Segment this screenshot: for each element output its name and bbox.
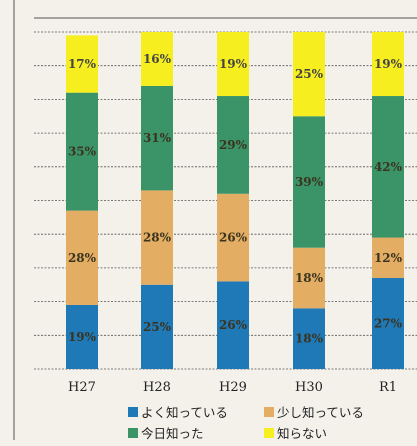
data-label-well-known-h29: 26% [219, 318, 248, 332]
data-label-not-known-h30: 25% [295, 67, 324, 81]
bar-segment-learned-today-h27 [66, 92, 98, 211]
data-label-not-known-r1: 19% [374, 57, 403, 71]
legend-swatch-well-known [128, 406, 138, 417]
data-label-somewhat-known-h28: 28% [143, 231, 172, 245]
bar-segment-well-known-h30 [293, 308, 325, 369]
data-label-somewhat-known-h27: 28% [68, 251, 97, 265]
legend-swatch-not-known [264, 427, 274, 438]
data-label-somewhat-known-r1: 12% [374, 251, 403, 265]
legend-label-learned-today: 今日知った [141, 426, 204, 441]
data-label-not-known-h29: 19% [219, 57, 248, 71]
legend-swatch-learned-today [128, 427, 138, 438]
bar-segment-learned-today-h29 [217, 96, 249, 194]
data-label-learned-today-h27: 35% [68, 145, 97, 159]
bars: 19% 28% 35% 17% 25% 28% 31% 16% 26% 26% 29% 19% 18% 1… [66, 32, 404, 369]
bar-segment-not-known-h28 [141, 32, 173, 86]
legend-item-well-known: よく知っている [128, 402, 264, 421]
data-label-not-known-h28: 16% [143, 52, 172, 66]
data-label-somewhat-known-h29: 26% [219, 231, 248, 245]
legend-item-somewhat-known: 少し知っている [264, 402, 404, 421]
legend-label-somewhat-known: 少し知っている [277, 405, 364, 420]
legend-item-not-known: 知らない [264, 423, 404, 442]
data-label-learned-today-h28: 31% [143, 131, 172, 145]
data-label-learned-today-h29: 29% [219, 138, 248, 152]
bar-segment-well-known-h27 [66, 304, 98, 369]
x-tick-label-h28: H28 [143, 380, 171, 395]
bar-segment-not-known-h30 [293, 32, 325, 117]
legend: よく知っている 少し知っている 今日知った 知らない [128, 402, 404, 442]
bar-segment-learned-today-h30 [293, 116, 325, 248]
x-tick-label-h29: H29 [219, 380, 247, 395]
data-label-well-known-h30: 18% [295, 332, 324, 346]
data-label-well-known-h27: 19% [68, 330, 97, 344]
bar-segment-somewhat-known-h30 [293, 247, 325, 309]
data-label-not-known-h27: 17% [68, 57, 97, 71]
data-label-well-known-h28: 25% [143, 320, 172, 334]
bar-segment-not-known-r1 [372, 32, 404, 97]
legend-swatch-somewhat-known [264, 406, 274, 417]
data-label-somewhat-known-h30: 18% [295, 271, 324, 285]
x-tick-label-h27: H27 [68, 380, 96, 395]
bar-segment-well-known-h28 [141, 284, 173, 369]
bar-segment-somewhat-known-r1 [372, 237, 404, 279]
bar-segment-somewhat-known-h27 [66, 210, 98, 305]
bar-segment-learned-today-r1 [372, 96, 404, 238]
bar-segment-not-known-h29 [217, 32, 249, 97]
x-axis-tick-labels: H27 H28 H29 H30 R1 [68, 380, 397, 395]
legend-item-learned-today: 今日知った [128, 423, 264, 442]
bar-segment-learned-today-h28 [141, 85, 173, 191]
x-tick-label-r1: R1 [379, 380, 397, 395]
bar-segment-somewhat-known-h28 [141, 190, 173, 285]
legend-label-well-known: よく知っている [141, 405, 228, 420]
data-label-learned-today-r1: 42% [374, 160, 403, 174]
bar-segment-well-known-h29 [217, 281, 249, 369]
x-tick-label-h30: H30 [295, 380, 323, 395]
bar-segment-not-known-h27 [66, 35, 98, 93]
bar-segment-well-known-r1 [372, 278, 404, 369]
legend-label-not-known: 知らない [277, 426, 328, 441]
bar-segment-somewhat-known-h29 [217, 193, 249, 282]
data-label-learned-today-h30: 39% [295, 175, 324, 189]
data-label-well-known-r1: 27% [374, 317, 403, 331]
